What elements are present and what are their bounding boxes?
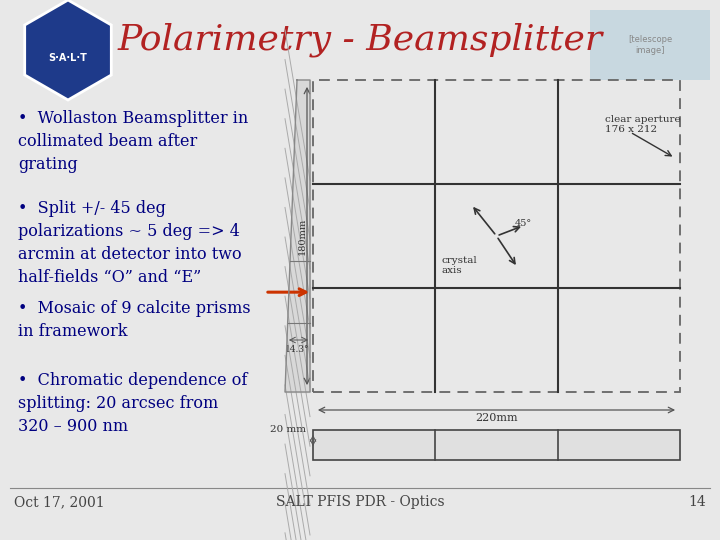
Text: 20 mm: 20 mm bbox=[270, 426, 306, 435]
Text: clear aperture
176 x 212: clear aperture 176 x 212 bbox=[605, 115, 680, 134]
Bar bbox=[313, 430, 680, 460]
Text: 14.3°: 14.3° bbox=[285, 345, 310, 354]
Text: S·A·L·T: S·A·L·T bbox=[48, 53, 87, 63]
Text: Oct 17, 2001: Oct 17, 2001 bbox=[14, 495, 104, 509]
Text: crystal
axis: crystal axis bbox=[441, 256, 477, 275]
Text: [telescope
image]: [telescope image] bbox=[628, 35, 672, 55]
Text: SALT PFIS PDR - Optics: SALT PFIS PDR - Optics bbox=[276, 495, 444, 509]
Text: •  Split +/- 45 deg
polarizations ~ 5 deg => 4
arcmin at detector into two
half-: • Split +/- 45 deg polarizations ~ 5 deg… bbox=[18, 200, 242, 286]
Text: 45°: 45° bbox=[515, 219, 531, 228]
Text: •  Mosaic of 9 calcite prisms
in framework: • Mosaic of 9 calcite prisms in framewor… bbox=[18, 300, 251, 340]
Bar bbox=[313, 80, 680, 392]
Text: •  Wollaston Beamsplitter in
collimated beam after
grating: • Wollaston Beamsplitter in collimated b… bbox=[18, 110, 248, 173]
Polygon shape bbox=[285, 80, 310, 392]
Text: 180mm: 180mm bbox=[297, 218, 307, 255]
Text: •  Chromatic dependence of
splitting: 20 arcsec from
320 – 900 nm: • Chromatic dependence of splitting: 20 … bbox=[18, 372, 248, 435]
Text: Polarimetry - Beamsplitter: Polarimetry - Beamsplitter bbox=[117, 23, 603, 57]
Bar bbox=[590, 10, 710, 80]
Text: 14: 14 bbox=[688, 495, 706, 509]
Text: 220mm: 220mm bbox=[475, 413, 518, 423]
